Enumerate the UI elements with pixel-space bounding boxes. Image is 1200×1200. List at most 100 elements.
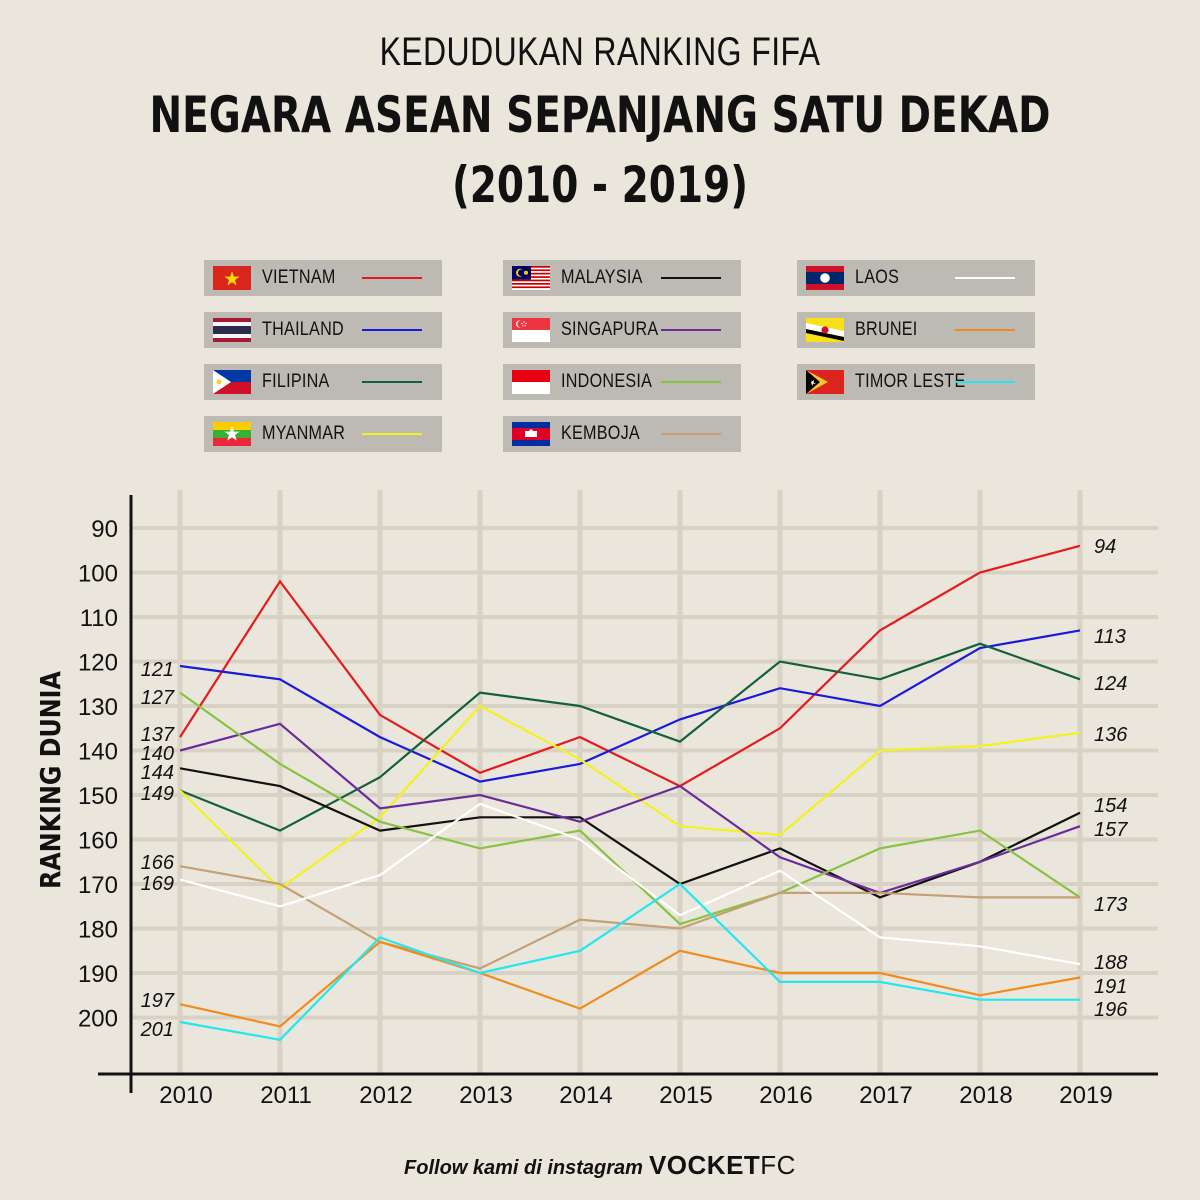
start-value-label: 140 (141, 743, 174, 765)
series-line-thailand (179, 629, 1081, 783)
series-line-indonesia (179, 691, 1081, 926)
y-tick-label: 190 (78, 961, 118, 988)
legend-item-thailand: THAILAND (204, 312, 442, 348)
cambodia-flag-icon (512, 422, 550, 446)
legend-swatch (362, 277, 422, 279)
legend-label: INDONESIA (561, 371, 653, 392)
x-tick-label: 2018 (959, 1082, 1012, 1109)
y-tick-label: 200 (78, 1006, 118, 1033)
end-value-label: 157 (1094, 819, 1128, 841)
legend-label: TIMOR LESTE (855, 371, 966, 392)
brand-main: VOCKET (648, 1150, 761, 1180)
legend-swatch (661, 381, 721, 383)
x-tick-label: 2010 (159, 1082, 212, 1109)
chart-title-years: (2010 - 2019) (451, 156, 749, 214)
y-tick-label: 120 (78, 650, 118, 677)
x-tick-label: 2015 (659, 1082, 712, 1109)
footer: Follow kami di instagram VOCKETFC (0, 1150, 1200, 1181)
x-tick-label: 2012 (359, 1082, 412, 1109)
legend-item-filipina: FILIPINA (204, 364, 442, 400)
series-line-kemboja (179, 865, 1080, 970)
legend-item-indonesia: INDONESIA (503, 364, 741, 400)
legend-item-vietnam: VIETNAM (204, 260, 442, 296)
start-value-label: 127 (141, 687, 175, 709)
end-value-label: 136 (1094, 724, 1128, 746)
brand-logo: VOCKETFC (649, 1150, 796, 1180)
legend-label: THAILAND (262, 319, 344, 340)
y-tick-label: 160 (78, 828, 118, 855)
end-value-label: 113 (1094, 626, 1126, 648)
x-tick-label: 2019 (1059, 1082, 1112, 1109)
laos-flag-icon (806, 266, 844, 290)
start-value-label: 169 (141, 873, 174, 895)
y-tick-label: 100 (78, 561, 118, 588)
indonesia-flag-icon (512, 370, 550, 394)
legend-label: LAOS (855, 267, 900, 288)
legend-item-timor-leste: TIMOR LESTE (797, 364, 1035, 400)
legend-swatch (362, 433, 422, 435)
x-tick-label: 2011 (260, 1082, 312, 1109)
y-tick-label: 110 (80, 605, 118, 632)
legend-swatch (955, 329, 1015, 331)
legend-item-myanmar: MYANMAR (204, 416, 442, 452)
x-tick-label: 2013 (459, 1082, 512, 1109)
myanmar-flag-icon (213, 422, 251, 446)
start-value-label: 137 (141, 724, 175, 746)
legend-swatch (362, 381, 422, 383)
chart-title: NEGARA ASEAN SEPANJANG SATU DEKAD (149, 86, 1051, 144)
series-line-filipina (179, 642, 1081, 832)
legend-label: FILIPINA (262, 371, 330, 392)
legend-swatch (955, 381, 1015, 383)
y-tick-label: 130 (78, 694, 118, 721)
legend-swatch (661, 277, 721, 279)
legend-swatch (955, 277, 1015, 279)
legend-swatch (661, 329, 721, 331)
footer-text: Follow kami di instagram (404, 1157, 643, 1179)
x-tick-label: 2014 (559, 1082, 612, 1109)
start-value-label: 149 (141, 783, 174, 805)
end-value-label: 124 (1094, 673, 1127, 695)
y-tick-label: 90 (91, 516, 118, 543)
x-tick-label: 2017 (859, 1082, 912, 1109)
series-line-vietnam (179, 544, 1081, 788)
start-value-label: 166 (141, 852, 175, 874)
y-axis-title: RANKING DUNIA (35, 671, 67, 889)
start-value-label: 121 (141, 659, 174, 681)
singapore-flag-icon (512, 318, 550, 342)
thailand-flag-icon (213, 318, 251, 342)
end-value-label: 191 (1094, 976, 1127, 998)
start-value-label: 197 (141, 990, 175, 1012)
legend-item-laos: LAOS (797, 260, 1035, 296)
legend-label: SINGAPURA (561, 319, 659, 340)
brand-suffix: FC (760, 1150, 796, 1180)
y-tick-label: 140 (78, 739, 118, 766)
y-tick-label: 180 (78, 917, 118, 944)
series-line-brunei (179, 940, 1081, 1028)
end-value-label: 154 (1094, 795, 1127, 817)
series-line-malaysia (179, 767, 1081, 899)
series-line-myanmar (179, 704, 1081, 890)
chart-subtitle: KEDUDUKAN RANKING FIFA (379, 30, 821, 74)
malaysia-flag-icon (512, 266, 550, 290)
legend-item-singapura: SINGAPURA (503, 312, 741, 348)
x-tick-label: 2016 (759, 1082, 812, 1109)
timor-leste-flag-icon (806, 370, 844, 394)
start-value-label: 201 (140, 1019, 174, 1041)
legend-swatch (661, 433, 721, 435)
end-value-label: 94 (1094, 536, 1116, 558)
line-chart: 90 100 110 120 130 140 150 160 170 180 190 200 2010 2… (35, 490, 1158, 1109)
legend-label: MALAYSIA (561, 267, 643, 288)
start-value-label: 144 (141, 762, 174, 784)
end-value-label: 173 (1094, 894, 1127, 916)
end-value-label: 188 (1094, 952, 1127, 974)
legend-label: KEMBOJA (561, 423, 640, 444)
legend-label: BRUNEI (855, 319, 918, 340)
brunei-flag-icon (806, 318, 844, 342)
philippines-flag-icon (213, 370, 251, 394)
series-line-timor-leste (179, 882, 1080, 1041)
end-value-label: 196 (1094, 999, 1128, 1021)
legend-swatch (362, 329, 422, 331)
y-tick-label: 150 (78, 783, 118, 810)
vietnam-flag-icon (213, 266, 251, 290)
legend-item-malaysia: MALAYSIA (503, 260, 741, 296)
